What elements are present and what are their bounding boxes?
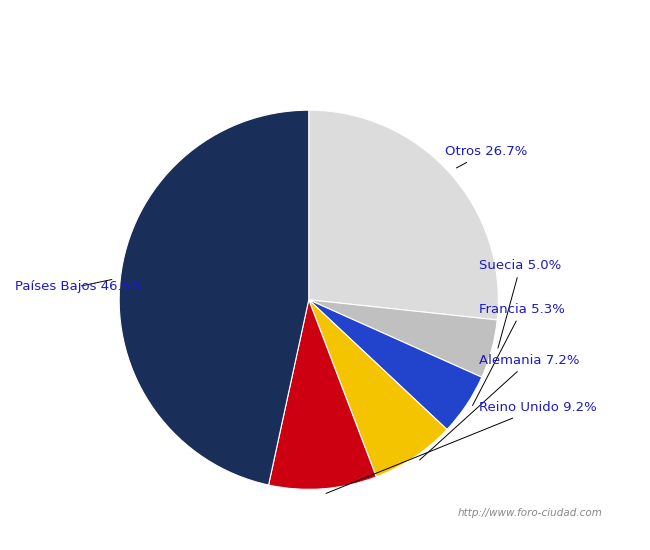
Wedge shape: [309, 300, 447, 477]
Wedge shape: [309, 300, 482, 430]
Text: Alemania 7.2%: Alemania 7.2%: [419, 354, 580, 460]
Wedge shape: [268, 300, 376, 490]
Text: Reino Unido 9.2%: Reino Unido 9.2%: [326, 402, 597, 493]
Text: Francia 5.3%: Francia 5.3%: [473, 302, 566, 405]
Text: http://www.foro-ciudad.com: http://www.foro-ciudad.com: [458, 508, 603, 518]
Text: Otros 26.7%: Otros 26.7%: [445, 145, 528, 168]
Wedge shape: [119, 110, 309, 485]
Text: Países Bajos 46.6%: Países Bajos 46.6%: [15, 279, 142, 293]
Text: Ceutí - Turistas extranjeros según país - Octubre de 2024: Ceutí - Turistas extranjeros según país …: [76, 15, 574, 34]
Text: Suecia 5.0%: Suecia 5.0%: [480, 259, 562, 348]
Wedge shape: [309, 110, 499, 320]
Wedge shape: [309, 300, 497, 377]
